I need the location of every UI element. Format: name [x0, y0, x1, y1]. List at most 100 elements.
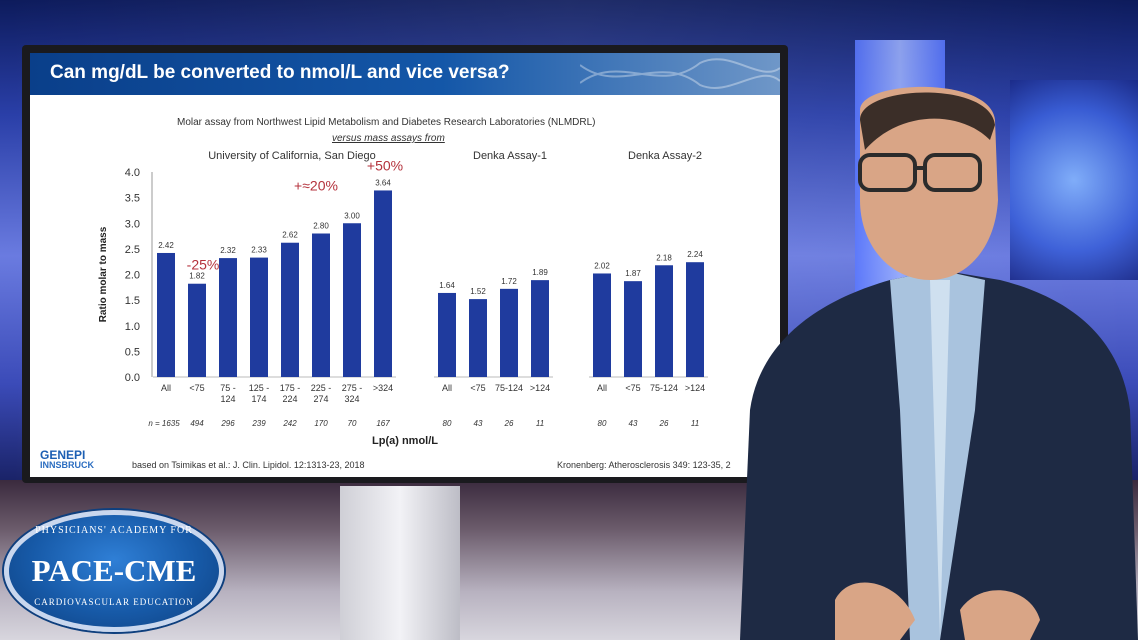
percent-annotation: +50% [367, 157, 403, 173]
bar [469, 299, 487, 377]
bar [531, 280, 549, 377]
y-tick-label: 2.5 [125, 244, 140, 256]
bar-value-label: 1.82 [189, 272, 205, 281]
sample-size-label: 43 [474, 419, 483, 428]
y-tick-label: 2.0 [125, 270, 140, 282]
bar-value-label: 2.62 [282, 231, 298, 240]
genepi-logo-text: GENEPI [40, 448, 86, 462]
x-tick-label: 174 [251, 394, 266, 404]
x-tick-label: <75 [189, 383, 204, 393]
sample-size-label: 80 [443, 419, 452, 428]
bar [593, 273, 611, 377]
sample-size-label: 26 [659, 419, 669, 428]
y-tick-label: 3.5 [125, 193, 140, 205]
bar [250, 257, 268, 377]
bar-value-label: 2.33 [251, 246, 267, 255]
x-tick-label: 124 [220, 394, 235, 404]
sample-size-label: 11 [691, 419, 699, 428]
footnote-right: Kronenberg: Atherosclerosis 349: 123-35,… [557, 460, 731, 470]
bar-value-label: 1.87 [625, 269, 641, 278]
bar-value-label: 2.18 [656, 253, 672, 262]
bar [624, 281, 642, 377]
sample-size-label: 70 [348, 419, 357, 428]
x-tick-label: 125 - [249, 383, 270, 393]
genepi-logo: GENEPI INNSBRUCK [40, 448, 94, 470]
sample-size-label: 170 [314, 419, 328, 428]
bar-value-label: 2.42 [158, 241, 174, 250]
x-tick-label: <75 [625, 383, 640, 393]
bar-value-label: 3.00 [344, 211, 360, 220]
y-tick-label: 1.0 [125, 321, 140, 333]
y-axis-title: Ratio molar to mass [98, 226, 109, 322]
x-tick-label: <75 [470, 383, 485, 393]
sample-size-label: 11 [536, 419, 544, 428]
bar [157, 252, 175, 377]
slide-header-bar: Can mg/dL be converted to nmol/L and vic… [30, 53, 780, 95]
x-tick-label: >124 [530, 383, 550, 393]
bar-value-label: 1.64 [439, 281, 455, 290]
bar [686, 262, 704, 377]
bar [655, 265, 673, 377]
x-tick-label: >124 [685, 383, 705, 393]
sample-size-label: 167 [376, 419, 390, 428]
bar [343, 223, 361, 377]
bar-chart: 0.0 0.5 1.0 1.5 2.0 2.5 3.0 3.5 4.0 Ratio molar t… [98, 150, 708, 447]
x-tick-label: 75-124 [650, 383, 678, 393]
x-tick-label: All [161, 383, 171, 393]
x-tick-label: 75-124 [495, 383, 523, 393]
bar [188, 283, 206, 377]
studio-light-panel [1010, 80, 1138, 280]
group-title: Denka Assay-2 [628, 150, 702, 162]
x-tick-label: 224 [282, 394, 297, 404]
footnote-left: based on Tsimikas et al.: J. Clin. Lipid… [132, 460, 365, 470]
group-title: Denka Assay-1 [473, 150, 547, 162]
genepi-logo-sub: INNSBRUCK [40, 460, 94, 470]
x-axis-title: Lp(a) nmol/L [372, 435, 438, 447]
sample-size-label: 43 [629, 419, 638, 428]
pace-logo-bottom-text: CARDIOVASCULAR EDUCATION [34, 597, 194, 607]
x-tick-label: All [597, 383, 607, 393]
bar [438, 292, 456, 377]
dna-decoration-icon [580, 58, 780, 89]
monitor-stand [340, 486, 460, 640]
pace-logo-top-text: PHYSICIANS' ACADEMY FOR [35, 525, 193, 536]
sample-size-label: 242 [282, 419, 297, 428]
bar-value-label: 1.89 [532, 268, 548, 277]
bar [281, 242, 299, 377]
presenter-figure [740, 86, 1138, 640]
x-tick-label: 75 - [220, 383, 236, 393]
sample-size-label: 494 [190, 419, 204, 428]
bar-value-label: 1.72 [501, 277, 517, 286]
y-tick-label: 1.5 [125, 295, 140, 307]
sample-size-label: 80 [598, 419, 607, 428]
bar-value-label: 2.80 [313, 222, 329, 231]
x-tick-label: 175 - [280, 383, 301, 393]
bar [219, 258, 237, 377]
sample-size-label: 26 [504, 419, 514, 428]
x-tick-label: 274 [313, 394, 328, 404]
pace-cme-logo: PHYSICIANS' ACADEMY FOR PACE-CME CARDIOV… [4, 510, 224, 632]
bar-value-label: 2.24 [687, 250, 703, 259]
slide-title: Can mg/dL be converted to nmol/L and vic… [50, 62, 510, 83]
x-tick-label: 275 - [342, 383, 363, 393]
sample-size-label: n = 1635 [148, 419, 180, 428]
bar-value-label: 2.32 [220, 246, 236, 255]
y-tick-label: 0.0 [125, 372, 140, 384]
percent-annotation: -25% [187, 257, 220, 273]
pace-logo-main-text: PACE-CME [31, 553, 197, 588]
x-tick-label: >324 [373, 383, 393, 393]
percent-annotation: +≈20% [294, 178, 338, 194]
x-tick-label: All [442, 383, 452, 393]
bar-value-label: 3.64 [375, 178, 391, 187]
slide-screen: Can mg/dL be converted to nmol/L and vic… [30, 53, 780, 477]
group-title: University of California, San Diego [208, 150, 376, 162]
chart-subtitle-2: versus mass assays from [332, 133, 445, 144]
x-tick-label: 324 [344, 394, 359, 404]
bar [500, 288, 518, 377]
bar-value-label: 2.02 [594, 261, 610, 270]
bar-value-label: 1.52 [470, 287, 486, 296]
y-tick-label: 3.0 [125, 218, 140, 230]
sample-size-label: 239 [251, 419, 266, 428]
sample-size-label: 296 [220, 419, 235, 428]
x-tick-label: 225 - [311, 383, 332, 393]
